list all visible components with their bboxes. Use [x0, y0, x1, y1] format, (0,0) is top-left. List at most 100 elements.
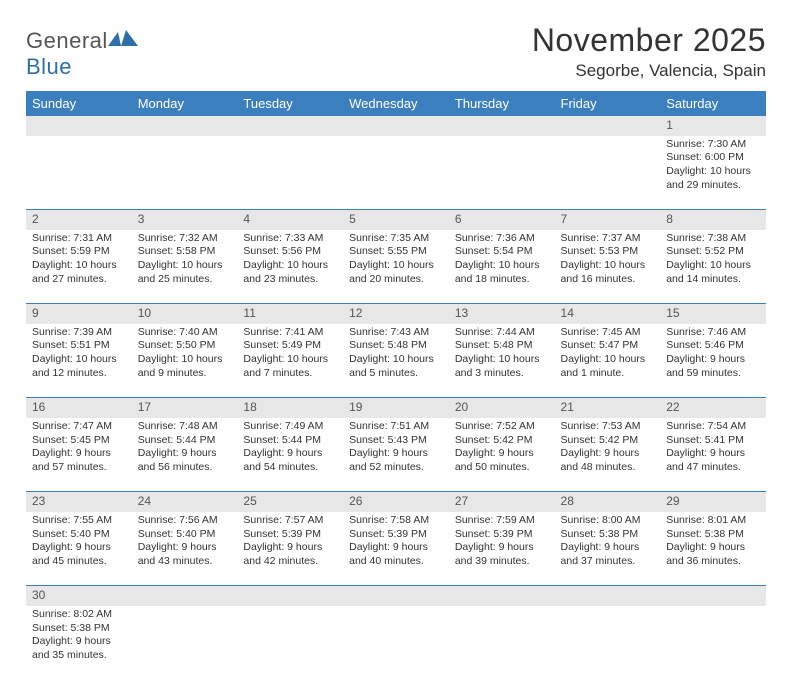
day-cell-body: Sunrise: 7:56 AMSunset: 5:40 PMDaylight:… [132, 512, 238, 573]
day-cell-body: Sunrise: 7:48 AMSunset: 5:44 PMDaylight:… [132, 418, 238, 479]
day-number: 1 [660, 116, 766, 136]
sunrise-line: Sunrise: 7:35 AM [349, 232, 443, 246]
header: GeneralBlue November 2025 Segorbe, Valen… [26, 22, 766, 81]
daylight-line: Daylight: 10 hours and 5 minutes. [349, 353, 443, 380]
week-row: Sunrise: 7:31 AMSunset: 5:59 PMDaylight:… [26, 230, 766, 304]
sunrise-line: Sunrise: 7:52 AM [455, 420, 549, 434]
sunrise-line: Sunrise: 7:30 AM [666, 138, 760, 152]
day-number: 14 [555, 304, 661, 324]
flag-icon [108, 30, 138, 48]
day-cell: Sunrise: 7:43 AMSunset: 5:48 PMDaylight:… [343, 324, 449, 398]
daylight-line: Daylight: 10 hours and 1 minute. [561, 353, 655, 380]
sunset-line: Sunset: 5:40 PM [32, 528, 126, 542]
day-cell-body: Sunrise: 7:37 AMSunset: 5:53 PMDaylight:… [555, 230, 661, 291]
daylight-line: Daylight: 9 hours and 39 minutes. [455, 541, 549, 568]
day-number: 29 [660, 492, 766, 512]
daynum-row: 1 [26, 116, 766, 136]
daylight-line: Daylight: 9 hours and 59 minutes. [666, 353, 760, 380]
sunset-line: Sunset: 5:49 PM [243, 339, 337, 353]
day-number: 16 [26, 398, 132, 418]
daylight-line: Daylight: 10 hours and 23 minutes. [243, 259, 337, 286]
day-cell: Sunrise: 7:40 AMSunset: 5:50 PMDaylight:… [132, 324, 238, 398]
sunrise-line: Sunrise: 8:00 AM [561, 514, 655, 528]
sunset-line: Sunset: 5:42 PM [455, 434, 549, 448]
sunrise-line: Sunrise: 7:57 AM [243, 514, 337, 528]
day-cell [449, 606, 555, 680]
sunset-line: Sunset: 5:43 PM [349, 434, 443, 448]
day-cell [343, 606, 449, 680]
weekday-header: Tuesday [237, 91, 343, 116]
sunrise-line: Sunrise: 7:49 AM [243, 420, 337, 434]
day-cell: Sunrise: 7:54 AMSunset: 5:41 PMDaylight:… [660, 418, 766, 492]
sunset-line: Sunset: 5:55 PM [349, 245, 443, 259]
daylight-line: Daylight: 9 hours and 54 minutes. [243, 447, 337, 474]
page-title: November 2025 [532, 22, 766, 59]
week-row: Sunrise: 7:39 AMSunset: 5:51 PMDaylight:… [26, 324, 766, 398]
day-cell: Sunrise: 7:38 AMSunset: 5:52 PMDaylight:… [660, 230, 766, 304]
daylight-line: Daylight: 10 hours and 20 minutes. [349, 259, 443, 286]
week-row: Sunrise: 7:47 AMSunset: 5:45 PMDaylight:… [26, 418, 766, 492]
sunset-line: Sunset: 5:48 PM [349, 339, 443, 353]
day-cell: Sunrise: 7:51 AMSunset: 5:43 PMDaylight:… [343, 418, 449, 492]
day-number [343, 586, 449, 606]
sunrise-line: Sunrise: 7:40 AM [138, 326, 232, 340]
day-number: 26 [343, 492, 449, 512]
daylight-line: Daylight: 9 hours and 40 minutes. [349, 541, 443, 568]
daylight-line: Daylight: 9 hours and 52 minutes. [349, 447, 443, 474]
day-number: 10 [132, 304, 238, 324]
day-cell-body: Sunrise: 7:40 AMSunset: 5:50 PMDaylight:… [132, 324, 238, 385]
sunset-line: Sunset: 5:48 PM [455, 339, 549, 353]
day-number [237, 116, 343, 136]
day-cell-body: Sunrise: 7:55 AMSunset: 5:40 PMDaylight:… [26, 512, 132, 573]
day-cell-body: Sunrise: 7:52 AMSunset: 5:42 PMDaylight:… [449, 418, 555, 479]
day-number [132, 586, 238, 606]
calendar-table: SundayMondayTuesdayWednesdayThursdayFrid… [26, 91, 766, 680]
day-cell: Sunrise: 7:47 AMSunset: 5:45 PMDaylight:… [26, 418, 132, 492]
sunset-line: Sunset: 5:39 PM [243, 528, 337, 542]
day-cell-body: Sunrise: 7:59 AMSunset: 5:39 PMDaylight:… [449, 512, 555, 573]
weekday-header: Monday [132, 91, 238, 116]
daylight-line: Daylight: 9 hours and 45 minutes. [32, 541, 126, 568]
sunrise-line: Sunrise: 7:47 AM [32, 420, 126, 434]
day-cell-body: Sunrise: 7:47 AMSunset: 5:45 PMDaylight:… [26, 418, 132, 479]
day-cell-body: Sunrise: 7:33 AMSunset: 5:56 PMDaylight:… [237, 230, 343, 291]
day-number: 17 [132, 398, 238, 418]
day-number: 11 [237, 304, 343, 324]
sunrise-line: Sunrise: 7:55 AM [32, 514, 126, 528]
daylight-line: Daylight: 10 hours and 14 minutes. [666, 259, 760, 286]
day-cell: Sunrise: 7:37 AMSunset: 5:53 PMDaylight:… [555, 230, 661, 304]
logo-text: GeneralBlue [26, 28, 138, 80]
daylight-line: Daylight: 9 hours and 56 minutes. [138, 447, 232, 474]
weekday-header: Sunday [26, 91, 132, 116]
logo-text-general: General [26, 28, 108, 53]
day-number [26, 116, 132, 136]
day-cell-body: Sunrise: 8:02 AMSunset: 5:38 PMDaylight:… [26, 606, 132, 667]
day-cell: Sunrise: 7:57 AMSunset: 5:39 PMDaylight:… [237, 512, 343, 586]
sunrise-line: Sunrise: 7:45 AM [561, 326, 655, 340]
weekday-header: Friday [555, 91, 661, 116]
day-cell-body: Sunrise: 7:45 AMSunset: 5:47 PMDaylight:… [555, 324, 661, 385]
day-number: 25 [237, 492, 343, 512]
sunset-line: Sunset: 5:54 PM [455, 245, 549, 259]
day-cell: Sunrise: 7:36 AMSunset: 5:54 PMDaylight:… [449, 230, 555, 304]
week-row: Sunrise: 8:02 AMSunset: 5:38 PMDaylight:… [26, 606, 766, 680]
day-number: 19 [343, 398, 449, 418]
sunrise-line: Sunrise: 7:44 AM [455, 326, 549, 340]
daylight-line: Daylight: 10 hours and 16 minutes. [561, 259, 655, 286]
day-number [555, 586, 661, 606]
day-cell-body: Sunrise: 7:46 AMSunset: 5:46 PMDaylight:… [660, 324, 766, 385]
day-cell-body: Sunrise: 7:44 AMSunset: 5:48 PMDaylight:… [449, 324, 555, 385]
daylight-line: Daylight: 9 hours and 48 minutes. [561, 447, 655, 474]
day-number: 6 [449, 210, 555, 230]
day-number: 23 [26, 492, 132, 512]
weekday-header: Saturday [660, 91, 766, 116]
day-cell-body: Sunrise: 8:00 AMSunset: 5:38 PMDaylight:… [555, 512, 661, 573]
sunrise-line: Sunrise: 7:31 AM [32, 232, 126, 246]
day-number: 27 [449, 492, 555, 512]
day-cell-body: Sunrise: 7:30 AMSunset: 6:00 PMDaylight:… [660, 136, 766, 197]
daylight-line: Daylight: 10 hours and 12 minutes. [32, 353, 126, 380]
day-cell-body: Sunrise: 7:31 AMSunset: 5:59 PMDaylight:… [26, 230, 132, 291]
day-number: 18 [237, 398, 343, 418]
daynum-row: 16171819202122 [26, 398, 766, 418]
sunrise-line: Sunrise: 8:01 AM [666, 514, 760, 528]
